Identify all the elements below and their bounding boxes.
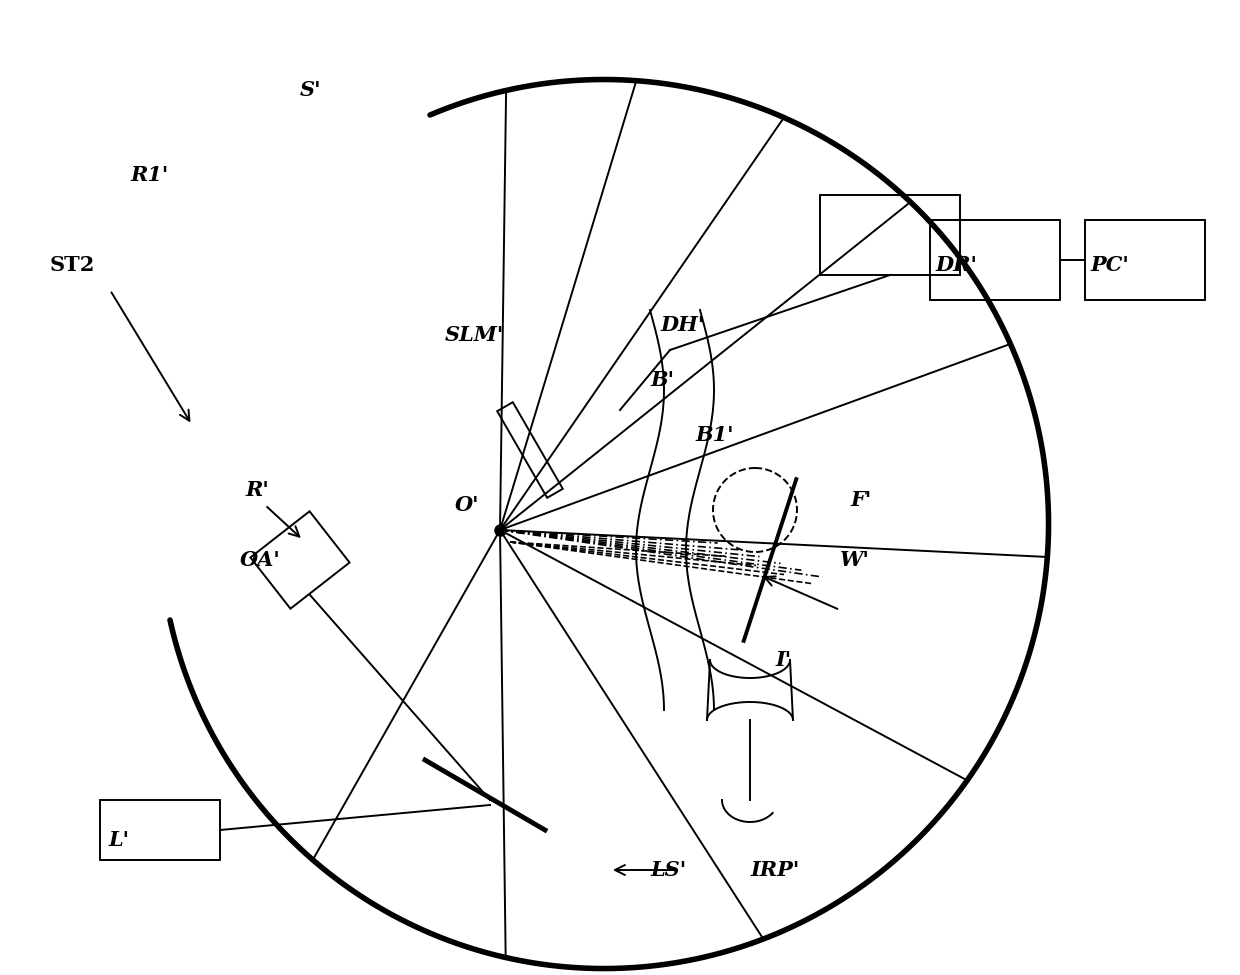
Text: F': F'	[849, 490, 872, 510]
Bar	[1085, 220, 1205, 300]
Text: SLM': SLM'	[445, 325, 505, 345]
Text: I': I'	[775, 650, 791, 670]
Text: PC': PC'	[1090, 255, 1128, 275]
Text: B1': B1'	[694, 425, 734, 445]
Text: DR': DR'	[935, 255, 977, 275]
Text: DH': DH'	[660, 315, 704, 335]
Bar	[820, 195, 960, 275]
Text: R1': R1'	[130, 165, 169, 185]
Bar	[930, 220, 1060, 300]
Text: W': W'	[839, 550, 870, 570]
Text: LS': LS'	[650, 860, 686, 880]
Text: B': B'	[650, 370, 675, 390]
Text: OA': OA'	[241, 550, 280, 570]
Text: R': R'	[246, 480, 269, 500]
Text: L': L'	[108, 830, 129, 850]
Text: ST2: ST2	[50, 255, 95, 275]
Text: O': O'	[455, 495, 480, 515]
Text: S': S'	[300, 80, 321, 100]
Bar	[100, 800, 219, 860]
Text: IRP': IRP'	[750, 860, 800, 880]
